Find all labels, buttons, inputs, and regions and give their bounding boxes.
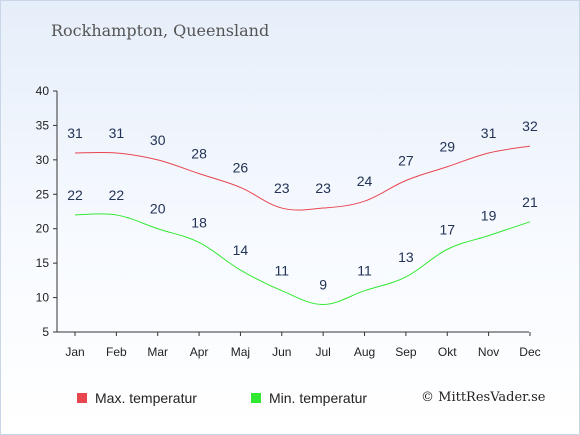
series-layer (74, 145, 531, 305)
legend-swatch-min (251, 393, 261, 403)
y-tick-label: 25 (36, 187, 50, 201)
data-label-min: 22 (109, 187, 125, 203)
x-tick-label: Dec (519, 345, 540, 359)
data-label-min: 11 (275, 263, 290, 279)
data-label-max: 23 (315, 180, 331, 196)
data-label-max: 32 (522, 118, 538, 134)
legend-label-min: Min. temperatur (269, 390, 368, 406)
data-label-max: 29 (439, 139, 455, 155)
legend-item-max: Max. temperatur (77, 390, 197, 406)
legend-swatch-max (77, 393, 87, 403)
series-line-max (74, 145, 531, 211)
data-label-max: 23 (274, 180, 290, 196)
data-label-max: 31 (109, 125, 125, 141)
data-label-min: 17 (439, 221, 455, 237)
x-tick-label: Apr (190, 345, 209, 359)
chart-title: Rockhampton, Queensland (51, 21, 270, 40)
data-label-min: 9 (319, 276, 327, 292)
x-tick-label: Mar (147, 345, 168, 359)
data-label-min: 22 (67, 187, 83, 203)
line-chart: 5 10 15 20 25 30 35 40 Jan Feb Mar Apr Maj Jun Jul Aug S… (36, 84, 541, 359)
data-label-max: 26 (233, 159, 249, 175)
y-tick-label: 10 (36, 291, 50, 305)
x-tick-label: Jul (315, 345, 330, 359)
legend-item-min: Min. temperatur (251, 390, 367, 406)
axes: 5 10 15 20 25 30 35 40 Jan Feb Mar Apr Maj Jun Jul Aug S… (36, 84, 541, 359)
y-tick-label: 15 (36, 256, 50, 270)
data-label-max: 31 (481, 125, 497, 141)
data-label-max: 30 (150, 132, 166, 148)
data-label-min: 13 (398, 249, 414, 265)
data-label-max: 24 (357, 173, 373, 189)
legend-label-max: Max. temperatur (95, 390, 197, 406)
x-tick-label: Okt (438, 345, 457, 359)
data-label-max: 31 (67, 125, 83, 141)
y-tick-label: 30 (36, 153, 50, 167)
data-label-min: 20 (150, 201, 166, 217)
x-tick-label: Maj (231, 345, 250, 359)
data-label-min: 21 (522, 194, 538, 210)
copyright-text: © MittResVader.se (421, 390, 546, 405)
y-tick-label: 35 (36, 118, 50, 132)
x-tick-label: Jan (65, 345, 84, 359)
data-label-min: 19 (481, 208, 497, 224)
y-tick-label: 20 (36, 222, 50, 236)
x-tick-label: Aug (354, 345, 375, 359)
data-label-min: 18 (191, 214, 207, 230)
data-label-max: 27 (398, 153, 414, 169)
x-tick-label: Sep (395, 345, 417, 359)
data-label-min: 11 (357, 263, 372, 279)
data-label-max: 28 (191, 146, 207, 162)
data-label-min: 14 (233, 242, 249, 258)
series-line-min (74, 213, 531, 305)
x-tick-label: Feb (106, 345, 127, 359)
labels-layer: 31 31 30 28 26 23 23 24 27 29 31 32 22 22 20 18 14 11 9 11 1… (67, 118, 538, 292)
y-tick-label: 40 (36, 84, 50, 98)
x-tick-label: Nov (478, 345, 499, 359)
x-tick-label: Jun (272, 345, 291, 359)
y-tick-label: 5 (42, 325, 49, 339)
